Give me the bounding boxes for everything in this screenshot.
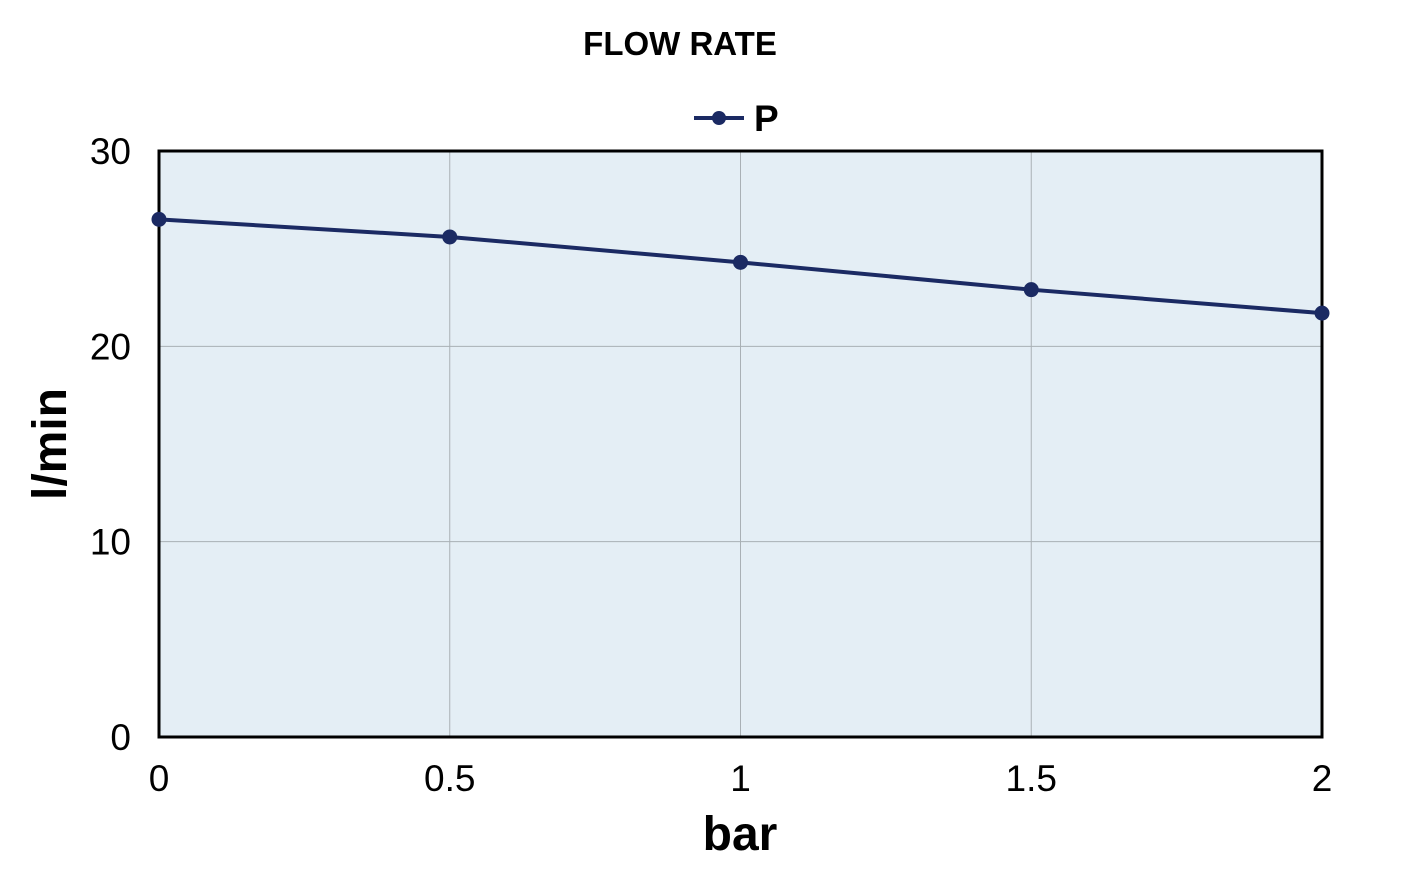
x-tick-label-0: 0 — [149, 758, 170, 799]
series-group — [151, 211, 1330, 321]
y-axis-label: l/min — [24, 388, 77, 500]
legend: P — [694, 98, 779, 139]
y-tick-label-0: 0 — [110, 717, 131, 758]
y-tick-label-1: 10 — [90, 522, 131, 563]
data-point-0-4 — [1314, 305, 1330, 321]
legend-dot-marker — [712, 111, 726, 125]
x-axis-label: bar — [703, 808, 778, 861]
chart-title: FLOW RATE — [583, 25, 777, 62]
data-point-0-1 — [442, 229, 458, 245]
y-axis-ticks: 0 10 20 30 — [90, 131, 131, 758]
x-tick-label-1: 0.5 — [424, 758, 475, 799]
grid-lines — [159, 151, 1322, 737]
x-tick-label-2: 1 — [730, 758, 751, 799]
y-tick-label-3: 30 — [90, 131, 131, 172]
data-point-0-0 — [151, 211, 167, 227]
data-point-0-3 — [1023, 282, 1039, 298]
x-tick-label-3: 1.5 — [1006, 758, 1057, 799]
legend-label-p: P — [754, 98, 779, 139]
data-point-0-2 — [733, 254, 748, 270]
plot-frame — [157, 149, 1324, 739]
x-tick-label-4: 2 — [1312, 758, 1333, 799]
x-axis-ticks: 0 0.5 1 1.5 2 — [149, 758, 1333, 799]
y-tick-label-2: 20 — [90, 326, 131, 367]
